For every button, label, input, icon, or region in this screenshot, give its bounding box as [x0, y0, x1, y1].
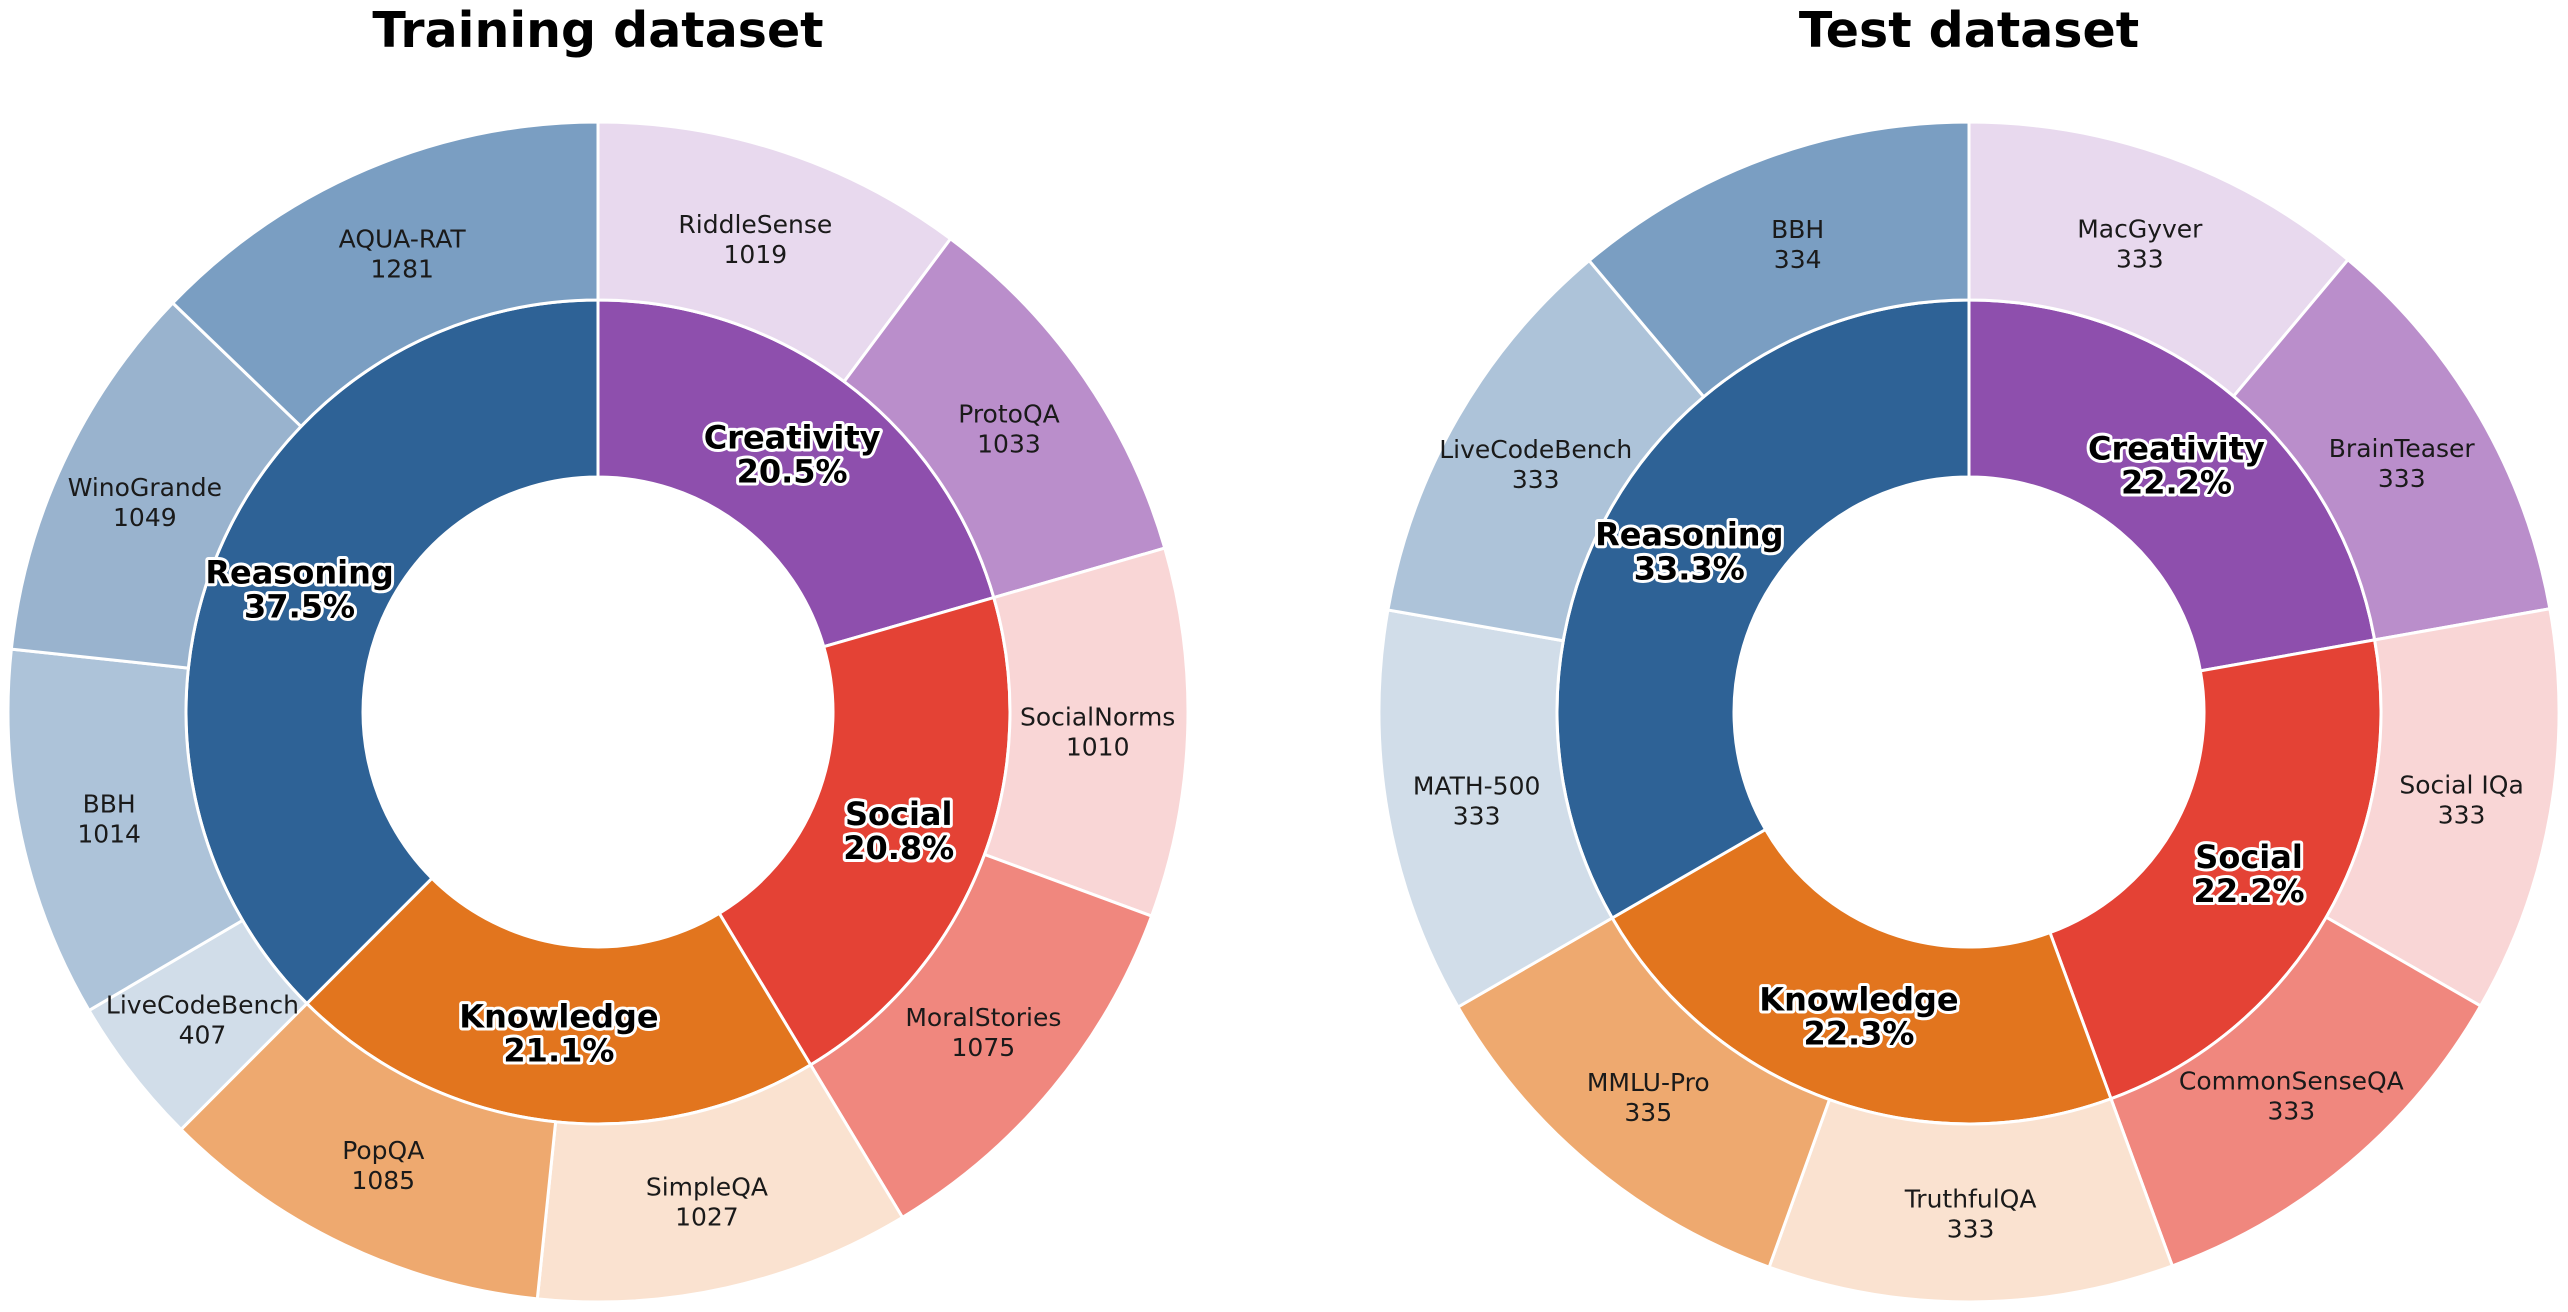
subset-label-math-500-line-1: MATH-500 — [1413, 771, 1541, 800]
subset-label-macgyver: MacGyver 333 — [2077, 215, 2203, 274]
subset-label-livecodebench-line-1: LiveCodeBench — [1439, 435, 1632, 464]
subset-label-social-iqa-line-2: 333 — [2438, 800, 2486, 829]
subset-label-bbh-line-2: 1014 — [77, 820, 141, 849]
category-label-social: Social 20.8% — [843, 795, 954, 867]
category-label-social-line-2: 22.2% — [2194, 872, 2305, 910]
subset-label-riddlesense: RiddleSense 1019 — [678, 210, 832, 269]
subset-label-truthfulqa: TruthfulQA 333 — [1904, 1184, 2037, 1243]
subset-label-aqua-rat-line-1: AQUA-RAT — [339, 224, 467, 253]
category-label-reasoning-line-1: Reasoning — [1595, 515, 1783, 553]
subset-label-brainteaser-line-1: BrainTeaser — [2329, 434, 2476, 463]
wedges — [1377, 120, 2561, 1304]
category-label-creativity-line-1: Creativity — [2088, 429, 2265, 467]
category-label-reasoning: Reasoning 33.3% — [1595, 515, 1783, 587]
subset-label-brainteaser-line-2: 333 — [2378, 464, 2426, 493]
subset-label-popqa-line-1: PopQA — [342, 1136, 424, 1165]
subset-label-math-500: MATH-500 333 — [1413, 771, 1541, 830]
subset-label-macgyver-line-1: MacGyver — [2077, 215, 2203, 244]
category-label-knowledge-line-2: 21.1% — [503, 1032, 614, 1070]
labels: RiddleSense 1019 ProtoQA 1033 Creativity 20.5… — [68, 210, 1176, 1232]
subset-label-bbh-line-1: BBH — [83, 790, 136, 819]
subset-label-popqa-line-2: 1085 — [351, 1166, 415, 1195]
subset-label-riddlesense-line-1: RiddleSense — [678, 210, 832, 239]
chart-title: Training dataset — [372, 2, 823, 59]
subset-label-mmlu-pro-line-2: 335 — [1624, 1098, 1672, 1127]
category-label-social-line-1: Social — [2195, 838, 2303, 876]
subset-label-protoqa-line-2: 1033 — [977, 430, 1041, 459]
subset-label-bbh-line-2: 334 — [1774, 245, 1822, 274]
subset-label-math-500-line-2: 333 — [1453, 801, 1501, 830]
subset-label-socialnorms: SocialNorms 1010 — [1020, 702, 1175, 761]
subset-label-brainteaser: BrainTeaser 333 — [2329, 434, 2476, 493]
subset-label-socialnorms-line-1: SocialNorms — [1020, 702, 1175, 731]
chart-title: Test dataset — [1799, 2, 2139, 59]
subset-wedge-bbh — [1587, 120, 1971, 399]
subset-label-moralstories: MoralStories 1075 — [905, 1003, 1061, 1062]
subset-label-protoqa-line-1: ProtoQA — [958, 400, 1060, 429]
subset-label-simpleqa-line-2: 1027 — [675, 1202, 739, 1231]
subset-label-truthfulqa-line-1: TruthfulQA — [1904, 1184, 2037, 1213]
category-label-reasoning-line-2: 33.3% — [1634, 549, 1745, 587]
category-label-reasoning: Reasoning 37.5% — [205, 553, 393, 625]
subset-label-aqua-rat: AQUA-RAT 1281 — [339, 224, 467, 283]
category-label-creativity: Creativity 22.2% — [2088, 429, 2265, 501]
wedges — [6, 120, 1190, 1304]
subset-label-winogrande-line-2: 1049 — [113, 503, 177, 532]
subset-label-livecodebench-line-2: 407 — [179, 1020, 227, 1049]
category-label-creativity: Creativity 20.5% — [704, 419, 881, 491]
subset-label-livecodebench: LiveCodeBench 407 — [106, 990, 299, 1049]
subset-label-mmlu-pro: MMLU-Pro 335 — [1587, 1068, 1710, 1127]
subset-label-social-iqa: Social IQa 333 — [2399, 770, 2523, 829]
subset-label-livecodebench: LiveCodeBench 333 — [1439, 435, 1632, 494]
category-label-creativity-line-2: 20.5% — [737, 453, 848, 491]
subset-label-mmlu-pro-line-1: MMLU-Pro — [1587, 1068, 1710, 1097]
subset-label-commonsenseqa: CommonSenseQA 333 — [2179, 1067, 2404, 1126]
category-label-social: Social 22.2% — [2194, 838, 2305, 910]
category-label-social-line-1: Social — [845, 795, 953, 833]
subset-label-bbh: BBH 334 — [1771, 215, 1824, 274]
category-label-social-line-2: 20.8% — [843, 829, 954, 867]
category-label-creativity-line-1: Creativity — [704, 419, 881, 457]
subset-label-protoqa: ProtoQA 1033 — [958, 400, 1060, 459]
category-label-reasoning-line-1: Reasoning — [205, 553, 393, 591]
subset-label-winogrande: WinoGrande 1049 — [68, 473, 222, 532]
subset-label-truthfulqa-line-2: 333 — [1947, 1214, 1995, 1243]
subset-label-moralstories-line-1: MoralStories — [905, 1003, 1061, 1032]
subset-label-socialnorms-line-2: 1010 — [1066, 732, 1130, 761]
subset-label-riddlesense-line-2: 1019 — [724, 240, 788, 269]
subset-label-winogrande-line-1: WinoGrande — [68, 473, 222, 502]
category-label-creativity-line-2: 22.2% — [2121, 463, 2232, 501]
subset-label-aqua-rat-line-2: 1281 — [370, 254, 434, 283]
subset-label-simpleqa: SimpleQA 1027 — [646, 1172, 768, 1231]
subset-label-commonsenseqa-line-1: CommonSenseQA — [2179, 1067, 2404, 1096]
subset-label-simpleqa-line-1: SimpleQA — [646, 1172, 768, 1201]
subset-label-popqa: PopQA 1085 — [342, 1136, 424, 1195]
subset-label-moralstories-line-2: 1075 — [952, 1033, 1016, 1062]
category-label-knowledge: Knowledge 21.1% — [459, 998, 658, 1070]
subset-label-livecodebench-line-1: LiveCodeBench — [106, 990, 299, 1019]
subset-label-social-iqa-line-1: Social IQa — [2399, 770, 2523, 799]
category-label-knowledge-line-1: Knowledge — [1759, 981, 1958, 1019]
category-label-reasoning-line-2: 37.5% — [244, 587, 355, 625]
subset-label-macgyver-line-2: 333 — [2116, 245, 2164, 274]
subset-label-livecodebench-line-2: 333 — [1512, 465, 1560, 494]
subset-label-commonsenseqa-line-2: 333 — [2267, 1097, 2315, 1126]
subset-label-bbh: BBH 1014 — [77, 790, 141, 849]
category-label-knowledge: Knowledge 22.3% — [1759, 981, 1958, 1053]
subset-wedge-aqua-rat — [171, 120, 600, 428]
category-label-knowledge-line-2: 22.3% — [1803, 1015, 1914, 1053]
category-label-knowledge-line-1: Knowledge — [459, 998, 658, 1036]
subset-label-bbh-line-1: BBH — [1771, 215, 1824, 244]
